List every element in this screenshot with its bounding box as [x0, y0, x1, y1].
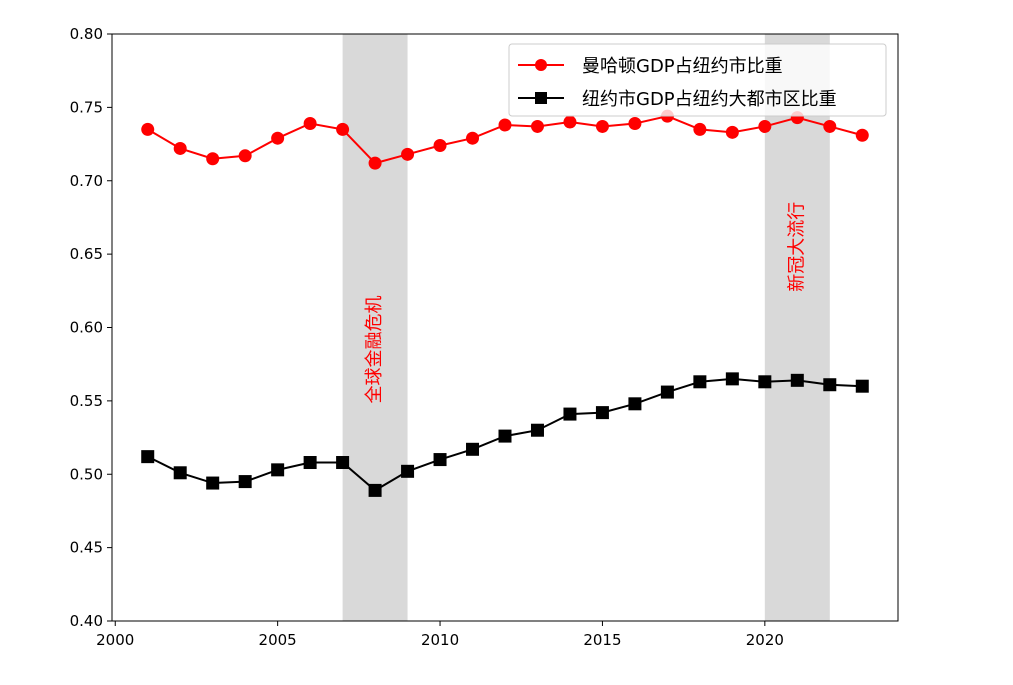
y-tick-label: 0.45 [70, 539, 103, 557]
data-point-1-2010 [433, 453, 447, 467]
y-tick-label: 0.65 [70, 245, 103, 263]
y-tick-label: 0.40 [70, 612, 103, 630]
legend-box [508, 43, 887, 117]
legend-marker-nyc [535, 92, 547, 104]
data-point-1-2013 [530, 423, 544, 437]
x-tick-label: 2015 [583, 631, 621, 649]
data-point-1-2005 [271, 463, 285, 477]
data-point-0-2016 [628, 117, 642, 131]
data-point-1-2017 [660, 385, 674, 399]
data-point-0-2022 [823, 119, 837, 133]
x-tick-label: 2020 [746, 631, 784, 649]
data-point-1-2016 [628, 397, 642, 411]
shaded-region-label-1: 新冠大流行 [786, 202, 807, 292]
data-point-0-2003 [206, 152, 220, 166]
y-tick-label: 0.75 [70, 98, 103, 116]
legend-label-manhattan: 曼哈顿GDP占纽约市比重 [582, 56, 783, 77]
data-point-1-2003 [206, 476, 220, 490]
data-point-0-2010 [433, 139, 447, 153]
data-point-1-2001 [141, 450, 155, 464]
data-point-1-2015 [595, 406, 609, 420]
data-point-1-2014 [563, 407, 577, 421]
data-point-0-2001 [141, 122, 155, 136]
data-point-1-2009 [401, 464, 415, 478]
data-point-0-2002 [173, 141, 187, 155]
data-point-0-2005 [271, 131, 285, 145]
data-point-0-2006 [303, 117, 317, 131]
legend-marker-manhattan [535, 59, 547, 71]
data-point-0-2018 [693, 122, 707, 136]
data-point-1-2007 [336, 456, 350, 470]
y-tick-label: 0.80 [70, 25, 103, 43]
data-point-0-2020 [758, 119, 772, 133]
x-tick-label: 2010 [421, 631, 459, 649]
data-point-1-2023 [855, 379, 869, 393]
data-point-0-2014 [563, 115, 577, 129]
data-point-1-2008 [368, 483, 382, 497]
data-point-0-2011 [466, 131, 480, 145]
data-point-1-2022 [823, 378, 837, 392]
data-point-1-2019 [725, 372, 739, 386]
legend-label-nyc: 纽约市GDP占纽约大都市区比重 [582, 89, 837, 110]
data-point-0-2004 [238, 149, 252, 163]
legend: 曼哈顿GDP占纽约市比重 纽约市GDP占纽约大都市区比重 [508, 43, 887, 117]
data-point-1-2006 [303, 456, 317, 470]
y-tick-label: 0.70 [70, 172, 103, 190]
shaded-region-1 [764, 34, 830, 621]
data-point-1-2018 [693, 375, 707, 389]
data-point-0-2009 [401, 147, 415, 161]
y-tick-label: 0.50 [70, 465, 103, 483]
y-tick-label: 0.55 [70, 392, 103, 410]
data-point-0-2007 [336, 122, 350, 136]
data-point-0-2008 [368, 156, 382, 170]
data-point-0-2013 [530, 119, 544, 133]
data-point-1-2011 [466, 442, 480, 456]
data-point-0-2023 [855, 128, 869, 142]
data-point-1-2002 [173, 466, 187, 480]
y-tick-label: 0.60 [70, 319, 103, 337]
data-point-1-2020 [758, 375, 772, 389]
data-point-1-2021 [790, 373, 804, 387]
data-point-0-2015 [595, 119, 609, 133]
shaded-region-label-0: 全球金融危机 [364, 296, 385, 404]
shaded-region-0 [342, 34, 408, 621]
data-point-0-2012 [498, 118, 512, 132]
x-tick-label: 2000 [96, 631, 134, 649]
data-point-0-2019 [725, 125, 739, 139]
x-tick-label: 2005 [259, 631, 297, 649]
data-point-1-2012 [498, 429, 512, 443]
data-point-1-2004 [238, 475, 252, 489]
